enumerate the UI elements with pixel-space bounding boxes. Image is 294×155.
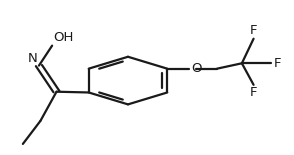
Text: O: O	[192, 62, 202, 75]
Text: N: N	[28, 52, 38, 65]
Text: F: F	[250, 24, 257, 37]
Text: OH: OH	[54, 31, 74, 44]
Text: F: F	[273, 57, 281, 70]
Text: F: F	[250, 86, 257, 99]
